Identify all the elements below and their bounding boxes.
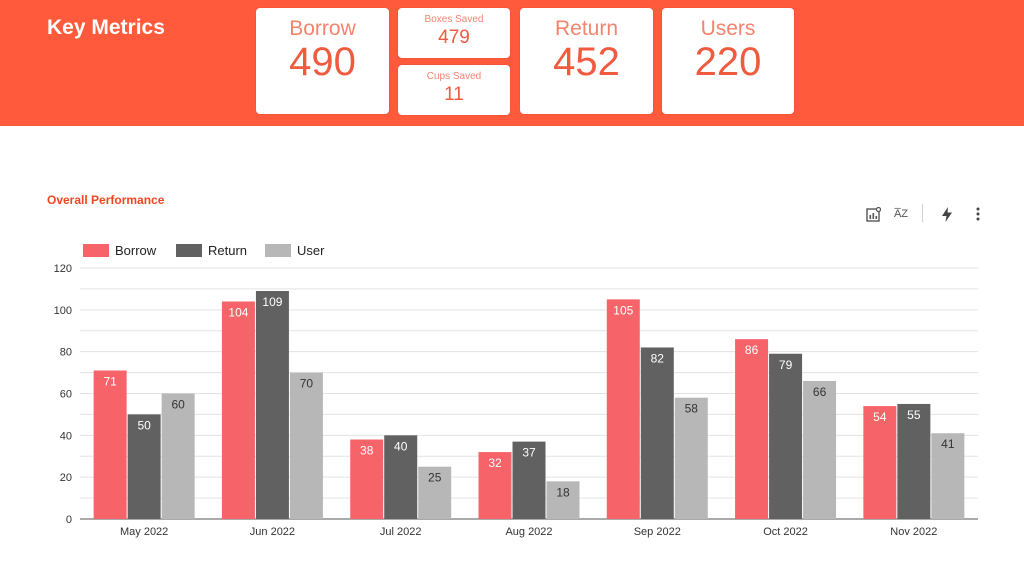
data-label: 104 [228,305,248,319]
bar-user [931,433,965,519]
y-tick-label: 0 [66,514,72,526]
boxes-saved-value: 479 [438,27,470,48]
data-label: 54 [873,410,887,424]
data-label: 109 [262,295,282,309]
legend-swatch-user [265,243,291,257]
bar-user [674,397,708,519]
borrow-label: Borrow [289,17,356,40]
boxes-saved-card: Boxes Saved 479 [398,8,510,58]
bar-borrow [863,406,897,519]
x-tick-label: Sep 2022 [634,526,681,538]
legend-user[interactable]: User [265,242,325,258]
data-label: 71 [103,374,117,388]
data-label: 60 [171,398,185,412]
bar-return [127,414,161,519]
bar-borrow [606,299,640,519]
bar-borrow [478,452,512,519]
x-tick-label: May 2022 [120,526,168,538]
data-label: 55 [907,408,921,422]
data-label: 50 [137,418,151,432]
y-tick-label: 80 [60,347,72,359]
legend-borrow[interactable]: Borrow [83,242,157,258]
bar-user [803,380,837,519]
more-vert-icon[interactable] [970,205,986,223]
borrow-card: Borrow 490 [256,8,389,114]
x-tick-label: Oct 2022 [763,526,808,538]
data-label: 41 [941,437,955,451]
legend-label-user: User [297,242,325,258]
x-tick-label: Jun 2022 [250,526,295,538]
page-title: Key Metrics [47,16,165,39]
insights-icon[interactable] [864,205,882,223]
y-tick-label: 120 [54,263,72,275]
bar-return [897,403,931,519]
data-label: 105 [613,303,633,317]
bar-user [161,393,195,519]
data-label: 18 [556,485,570,499]
borrow-value: 490 [289,40,356,84]
legend-label-borrow: Borrow [115,242,157,258]
users-label: Users [700,17,756,40]
y-tick-label: 100 [54,305,72,317]
users-value: 220 [694,40,762,84]
bar-return [512,441,546,519]
chart-title: Overall Performance [47,193,165,207]
data-label: 38 [360,444,374,458]
bar-user [289,372,323,519]
x-tick-label: Nov 2022 [890,526,937,538]
bar-user [418,466,452,519]
data-label: 58 [685,402,699,416]
data-label: 37 [522,446,536,460]
bar-return [384,435,418,519]
sort-az-glyph: A̅Z [893,208,909,220]
bolt-icon[interactable] [938,205,956,223]
bar-user [546,481,580,519]
cups-saved-card: Cups Saved 11 [398,65,510,115]
legend-return[interactable]: Return [176,242,248,258]
data-label: 79 [779,358,793,372]
toolbar-divider [922,204,923,222]
data-label: 32 [488,456,502,470]
bar-return [640,347,674,519]
bar-borrow [735,339,769,519]
bar-borrow [350,439,384,519]
data-label: 25 [428,471,442,485]
cups-saved-value: 11 [444,84,464,105]
return-label: Return [554,17,619,40]
y-tick-label: 60 [60,389,72,401]
legend-label-return: Return [208,242,248,258]
data-label: 86 [745,343,759,357]
legend-swatch-return [176,243,202,257]
bar-return [255,291,289,519]
cups-saved-label: Cups Saved [426,71,482,82]
boxes-saved-label: Boxes Saved [424,14,484,25]
return-card: Return 452 [520,8,653,114]
users-card: Users 220 [662,8,794,114]
data-label: 40 [394,439,408,453]
data-label: 82 [651,351,665,365]
bar-borrow [221,301,255,519]
bar-return [769,353,803,519]
y-tick-label: 20 [60,472,72,484]
data-label: 70 [300,377,314,391]
x-tick-label: Aug 2022 [505,526,552,538]
y-tick-label: 40 [60,430,72,442]
return-value: 452 [553,40,620,84]
data-label: 66 [813,385,827,399]
x-tick-label: Jul 2022 [380,526,422,538]
header-banner: Key Metrics Borrow 490 Boxes Saved 479 C… [0,0,1024,126]
bar-borrow [93,370,127,519]
legend-swatch-borrow [83,243,109,257]
sort-az-icon[interactable]: A̅Z [890,205,912,223]
